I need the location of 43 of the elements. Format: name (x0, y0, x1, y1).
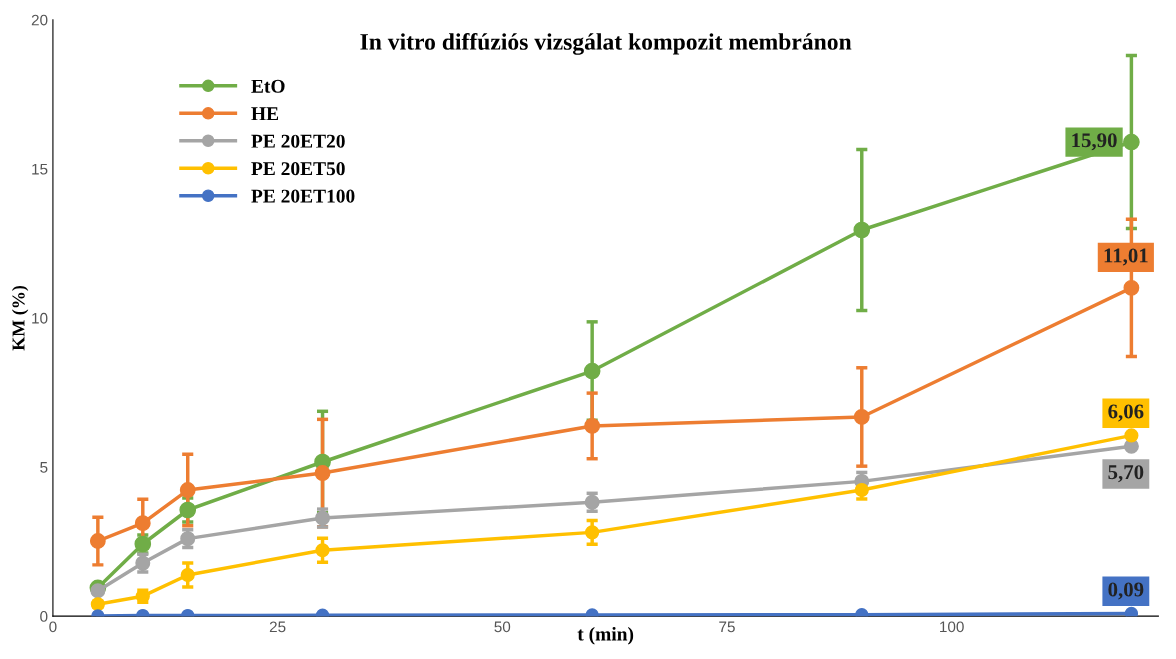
point (179, 501, 197, 519)
text: In vitro diffúziós vizsgálat kompozit membránon (360, 32, 852, 55)
point (1124, 428, 1139, 443)
point (180, 531, 196, 547)
legend-label: PE 20ET50 (251, 162, 345, 176)
point (1124, 606, 1139, 617)
data-label: 0,09 (1108, 582, 1144, 600)
data-label: 15,90 (1072, 133, 1117, 151)
y-tick-label: 0 (40, 611, 48, 622)
point (585, 525, 600, 540)
point (179, 482, 196, 498)
point (314, 465, 331, 481)
x-axis-title: t (min) (577, 626, 634, 645)
point (89, 533, 106, 549)
legend-label: HE (251, 107, 279, 121)
point (315, 543, 330, 558)
y-tick-label: 15 (32, 163, 48, 175)
legend-label: PE 20ET100 (251, 189, 355, 203)
data-label: 5,70 (1108, 465, 1144, 483)
y-axis-title: KM (%) (11, 285, 29, 351)
legend-label: EtO (251, 79, 285, 93)
data-label: 6,06 (1108, 404, 1144, 422)
data-label: 11,01 (1104, 248, 1148, 266)
point (180, 567, 195, 583)
y-tick-label: 20 (31, 14, 48, 26)
x-tick-label: 75 (719, 621, 735, 633)
point (90, 583, 106, 599)
legend-label: PE 20ET20 (251, 134, 345, 148)
point (584, 417, 601, 434)
y-tick-label: 5 (40, 462, 48, 473)
point (853, 221, 871, 239)
point (134, 515, 151, 532)
x-tick-label: 50 (494, 621, 511, 633)
x-tick-label: 25 (269, 621, 286, 633)
point (90, 597, 105, 612)
point (1123, 133, 1140, 151)
y-tick-label: 10 (32, 312, 48, 324)
point (583, 362, 601, 380)
point (853, 409, 870, 425)
x-tick-label: 100 (940, 621, 964, 633)
point (135, 555, 151, 571)
x-tick-label: 0 (49, 621, 57, 633)
point (1123, 279, 1140, 296)
